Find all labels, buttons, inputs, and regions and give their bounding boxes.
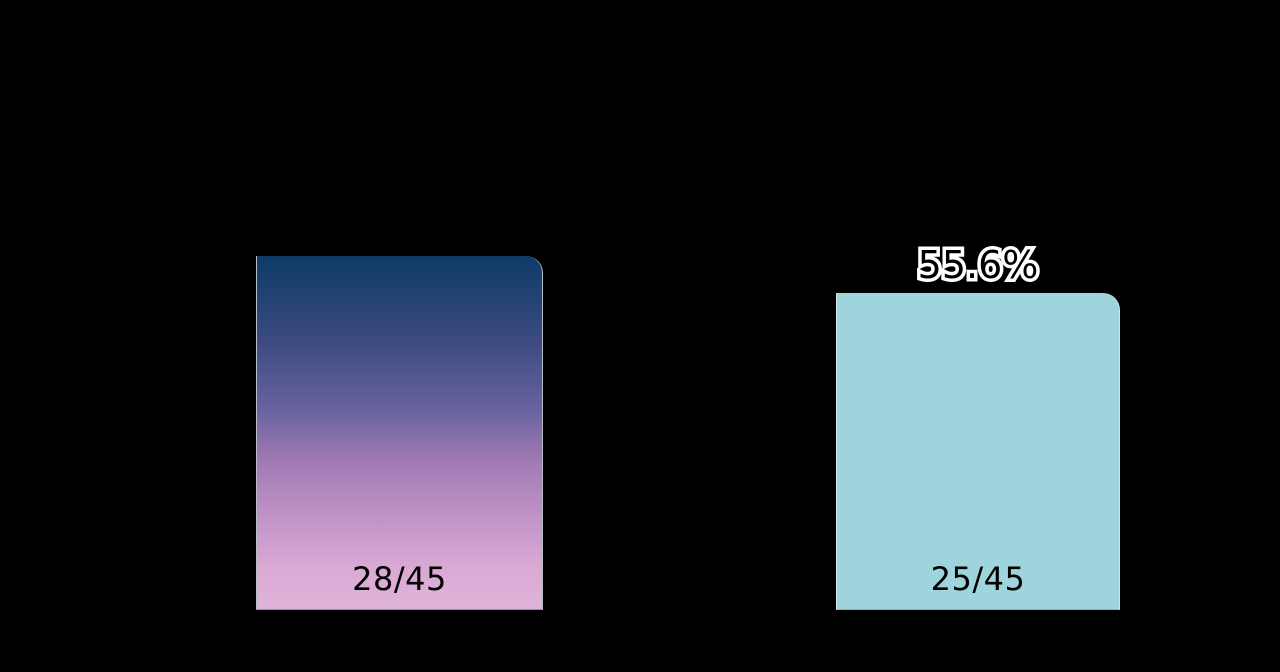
bar-percent-label-1: 55.6% [914, 243, 1042, 288]
bar-fraction-label-1: 25/45 [930, 560, 1026, 598]
bar-teal-25[interactable] [836, 293, 1120, 610]
bar-gradient-28[interactable] [256, 256, 543, 610]
bar-fraction-label-0: 28/45 [352, 560, 447, 598]
